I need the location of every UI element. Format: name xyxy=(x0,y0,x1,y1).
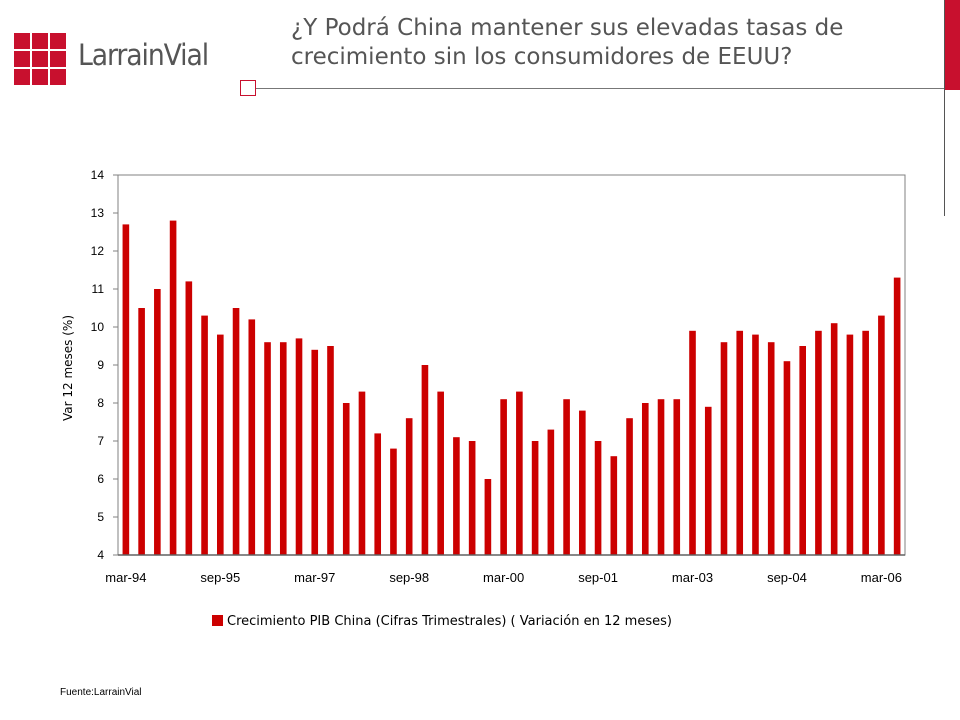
bar xyxy=(563,399,570,555)
source-note: Fuente:LarrainVial xyxy=(60,687,142,698)
x-tick-label: mar-06 xyxy=(861,570,902,585)
bar xyxy=(217,334,224,555)
logo-square xyxy=(14,69,30,85)
x-tick-label: mar-97 xyxy=(294,570,335,585)
bar xyxy=(830,323,838,555)
x-tick-label: mar-03 xyxy=(672,570,713,585)
logo-square xyxy=(32,69,48,85)
bar xyxy=(154,289,161,555)
logo-square xyxy=(50,51,66,67)
y-tick-label: 14 xyxy=(91,168,105,182)
bar xyxy=(641,403,649,555)
logo-square xyxy=(50,69,66,85)
y-tick-label: 4 xyxy=(97,548,104,562)
slide-title: ¿Y Podrá China mantener sus elevadas tas… xyxy=(291,14,941,72)
bar xyxy=(405,418,413,555)
corner-accent-bar xyxy=(945,0,960,90)
bar xyxy=(516,391,523,555)
bar xyxy=(893,277,901,555)
bar xyxy=(610,456,618,555)
x-tick-label: mar-94 xyxy=(105,570,146,585)
bar xyxy=(579,410,586,555)
bar xyxy=(799,346,806,555)
bar xyxy=(783,361,791,555)
bar xyxy=(531,441,539,555)
title-line-1: ¿Y Podrá China mantener sus elevadas tas… xyxy=(291,15,844,41)
bar xyxy=(342,403,350,555)
bar xyxy=(232,308,240,555)
bar xyxy=(248,319,256,555)
bar xyxy=(862,330,869,555)
logo-square xyxy=(50,33,66,49)
bar xyxy=(138,308,145,555)
bar xyxy=(295,338,303,555)
header-rule xyxy=(240,88,960,89)
bar xyxy=(169,220,177,555)
bar xyxy=(484,479,492,555)
y-tick-label: 8 xyxy=(97,396,104,410)
bar xyxy=(500,399,507,555)
bar xyxy=(279,342,287,555)
bar xyxy=(878,315,885,555)
logo-square xyxy=(32,51,48,67)
bar xyxy=(720,342,728,555)
y-axis-label: Var 12 meses (%) xyxy=(61,315,75,421)
bar xyxy=(752,334,759,555)
y-tick-label: 9 xyxy=(97,358,104,372)
bar xyxy=(846,334,854,555)
bar xyxy=(704,406,712,555)
bar xyxy=(437,391,444,555)
bar xyxy=(689,330,696,555)
legend-label: Crecimiento PIB China (Cifras Trimestral… xyxy=(227,614,672,629)
right-vertical-rule xyxy=(944,0,945,216)
legend-swatch xyxy=(212,615,223,626)
bar xyxy=(626,418,633,555)
x-tick-label: mar-00 xyxy=(483,570,524,585)
y-tick-label: 7 xyxy=(97,434,104,448)
bar xyxy=(122,224,130,555)
y-tick-label: 13 xyxy=(91,206,105,220)
x-tick-label: sep-04 xyxy=(767,570,807,585)
x-tick-label: sep-95 xyxy=(200,570,240,585)
bar xyxy=(264,342,271,555)
bar xyxy=(374,433,382,555)
x-tick-label: sep-98 xyxy=(389,570,429,585)
bar xyxy=(453,437,460,555)
bar xyxy=(594,441,602,555)
y-tick-label: 12 xyxy=(91,244,105,258)
bar xyxy=(657,399,665,555)
bar xyxy=(185,281,193,555)
y-tick-label: 6 xyxy=(97,472,104,486)
bar xyxy=(311,349,319,555)
bar xyxy=(673,399,681,555)
y-tick-label: 10 xyxy=(91,320,105,334)
header-rule-square xyxy=(240,80,256,96)
bar xyxy=(201,315,208,555)
logo-square xyxy=(32,33,48,49)
bar xyxy=(327,346,334,555)
title-line-2: crecimiento sin los consumidores de EEUU… xyxy=(291,44,793,70)
logo: LarrainVial xyxy=(14,30,214,86)
bar xyxy=(390,448,397,555)
bar xyxy=(736,330,744,555)
logo-grid-icon xyxy=(14,33,66,85)
x-tick-label: sep-01 xyxy=(578,570,618,585)
bar xyxy=(358,391,366,555)
logo-square xyxy=(14,51,30,67)
bar xyxy=(815,330,822,555)
bar xyxy=(468,441,476,555)
bar xyxy=(767,342,775,555)
y-tick-label: 11 xyxy=(92,282,105,296)
logo-text: LarrainVial xyxy=(78,38,209,72)
bar xyxy=(421,365,429,555)
y-tick-label: 5 xyxy=(97,510,104,524)
logo-square xyxy=(14,33,30,49)
bar xyxy=(547,429,555,555)
